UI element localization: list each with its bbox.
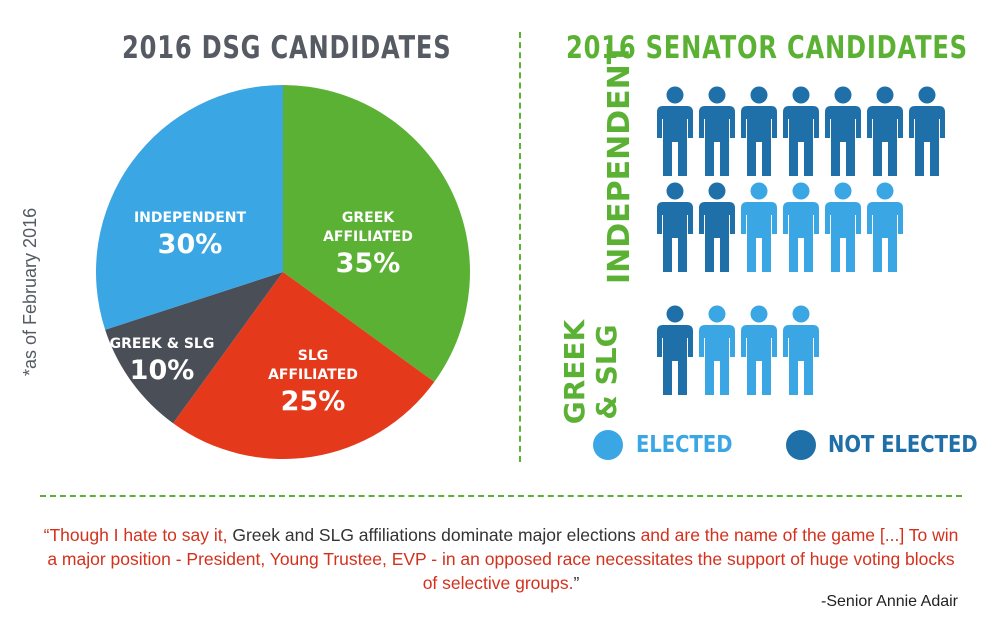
pie-slice-greek-slg: [105, 272, 283, 424]
pie-chart-title: 2016 DSG CANDIDATES: [122, 30, 452, 66]
person-icon: [699, 86, 735, 176]
pie-slice-slg-affiliated: [173, 272, 435, 459]
person-icon: [825, 86, 861, 176]
person-icon: [867, 86, 903, 176]
legend-label-not-elected: NOT ELECTED: [828, 432, 978, 458]
pie-slice-value-label: 35%: [336, 248, 401, 279]
legend-swatch-elected: [593, 430, 623, 460]
pie-slice-label: SLG: [298, 348, 329, 364]
pie-slice-value-label: 10%: [130, 355, 195, 386]
pie-slice-label: INDEPENDENT: [134, 210, 247, 226]
senator-chart-title: 2016 SENATOR CANDIDATES: [566, 30, 968, 66]
person-icon: [657, 305, 693, 395]
vertical-divider: [519, 32, 521, 462]
quote-part: “Though I hate to say it,: [43, 525, 233, 545]
legend-label-elected: ELECTED: [636, 432, 733, 458]
group-label-independent: INDEPENDENT: [602, 43, 637, 284]
person-icon: [783, 182, 819, 272]
person-icon: [741, 182, 777, 272]
quote-part: Greek and SLG affiliations dominate majo…: [232, 525, 641, 545]
person-icon: [741, 86, 777, 176]
pie-slice-label: AFFILIATED: [323, 229, 413, 245]
legend-swatch-not-elected: [786, 430, 816, 460]
person-icon: [825, 182, 861, 272]
quote-part: ”: [573, 573, 580, 593]
horizontal-divider: [40, 495, 962, 497]
person-icon: [657, 86, 693, 176]
person-icon: [783, 305, 819, 395]
pie-slice-label: AFFILIATED: [268, 367, 358, 383]
person-icon: [699, 182, 735, 272]
pie-slice-label: GREEK & SLG: [110, 336, 215, 352]
person-icon: [867, 182, 903, 272]
person-icon: [657, 182, 693, 272]
quote-attribution: -Senior Annie Adair: [821, 593, 958, 610]
person-icon: [699, 305, 735, 395]
pie-slice-greek-affiliated: [283, 85, 470, 382]
group-label-greek-slg: GREEK & SLG: [558, 319, 623, 425]
person-icon: [909, 86, 945, 176]
person-icon: [741, 305, 777, 395]
pie-slice-independent: [95, 85, 283, 330]
pie-slice-label: GREEK: [342, 210, 395, 226]
quote-text: “Though I hate to say it, Greek and SLG …: [40, 523, 962, 595]
quote-part: and are the name of the game [...] To wi…: [47, 525, 959, 593]
pie-slice-value-label: 30%: [158, 229, 223, 260]
pie-slice-value-label: 25%: [281, 386, 346, 417]
person-icon: [783, 86, 819, 176]
